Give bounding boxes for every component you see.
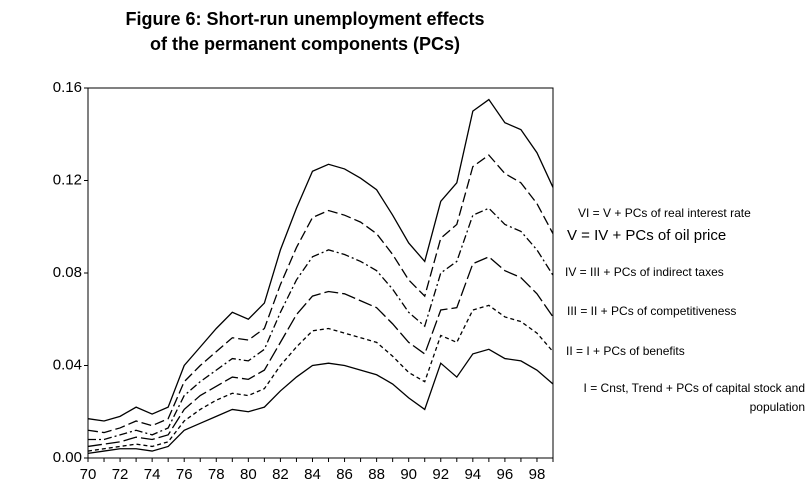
series-line [87,348,554,455]
plot-frame [87,87,554,459]
x-tick-label: 90 [400,466,417,483]
x-tick-label: 74 [144,466,161,483]
series-line [88,207,554,441]
y-tick-label: 0.16 [53,79,82,96]
series-label: III = II + PCs of competitiveness [567,304,737,318]
chart-title: Figure 6: Short-run unemployment effects [125,9,484,29]
x-tick-label: 96 [497,466,514,483]
y-tick-label: 0.12 [53,171,82,188]
x-tick-label: 86 [336,466,353,483]
series-line [87,256,554,448]
series-label: II = I + PCs of benefits [566,344,685,358]
series-label: V = IV + PCs of oil price [567,227,727,244]
x-tick-label: 94 [464,466,481,483]
chart-title: of the permanent components (PCs) [150,34,460,54]
series-line [87,304,554,452]
x-tick-label: 98 [529,466,546,483]
x-tick-label: 92 [432,466,449,483]
y-tick-label: 0.08 [53,264,82,281]
x-tick-label: 80 [240,466,257,483]
x-tick-label: 78 [208,466,225,483]
y-tick-label: 0.00 [53,449,82,466]
x-tick-label: 82 [272,466,289,483]
series-line [87,154,554,434]
series-label: IV = III + PCs of indirect taxes [565,265,724,279]
series-label: I = Cnst, Trend + PCs of capital stock a… [583,381,805,414]
x-tick-label: 84 [304,466,321,483]
x-tick-label: 76 [176,466,193,483]
x-tick-label: 88 [368,466,385,483]
series-label: VI = V + PCs of real interest rate [578,206,751,220]
series-line [87,98,554,422]
y-tick-label: 0.04 [53,356,82,373]
x-tick-label: 72 [112,466,129,483]
x-tick-label: 70 [80,466,97,483]
